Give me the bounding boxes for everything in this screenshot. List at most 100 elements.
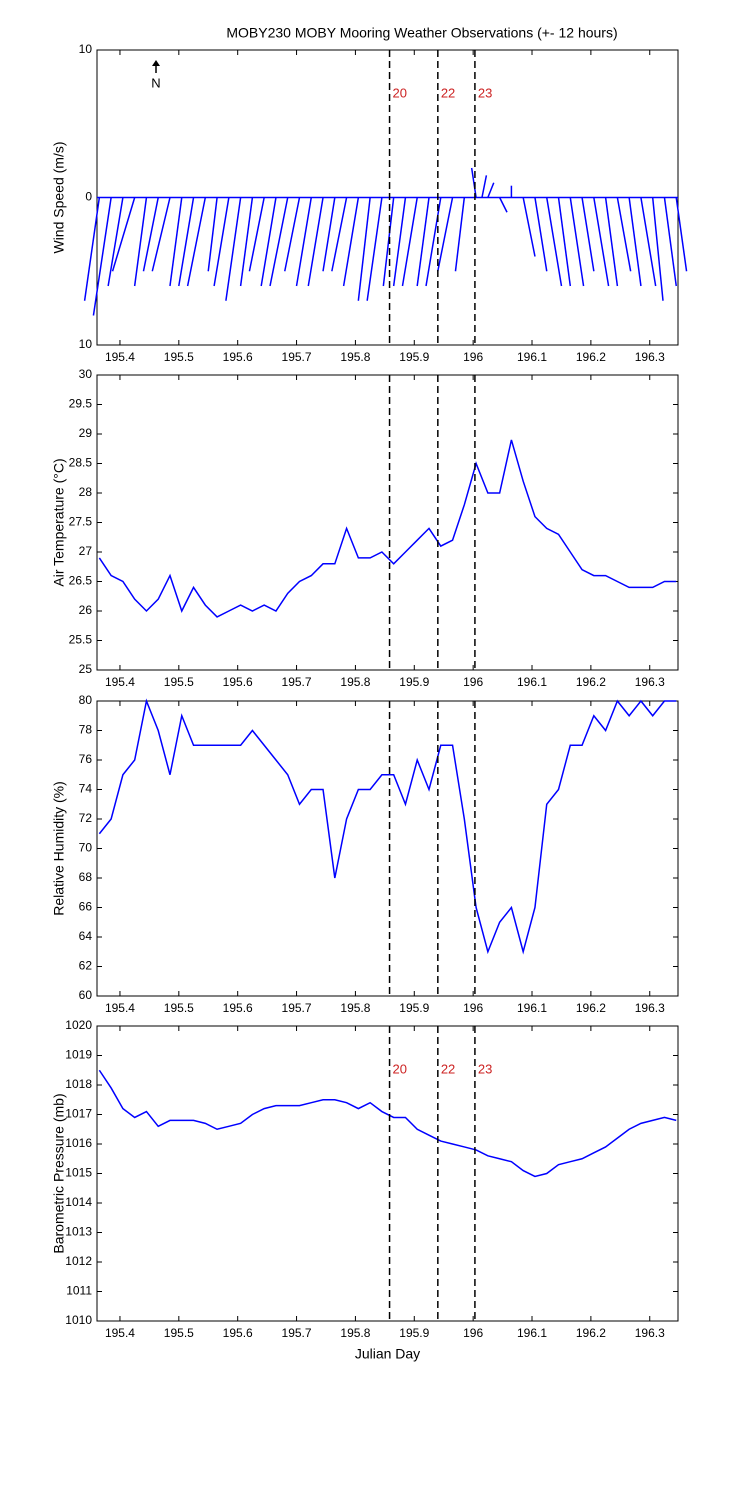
- y-axis-label: Wind Speed (m/s): [51, 141, 67, 253]
- y-tick-label: 0: [85, 190, 92, 204]
- y-tick-label: 1019: [65, 1048, 92, 1062]
- wind-stick: [581, 197, 595, 272]
- y-tick-label: 25.5: [69, 633, 93, 647]
- wind-stick: [534, 197, 548, 272]
- wind-stick: [416, 197, 430, 287]
- wind-stick: [437, 197, 454, 272]
- y-tick-label: 1020: [65, 1018, 92, 1032]
- wind-stick: [616, 197, 632, 272]
- x-tick-label: 195.4: [105, 1001, 135, 1015]
- y-tick-label: 1018: [65, 1077, 92, 1091]
- wind-stick: [186, 197, 207, 287]
- x-tick-label: 195.8: [340, 1001, 370, 1015]
- x-tick-label: 195.5: [164, 1001, 194, 1015]
- wind-stick: [213, 197, 230, 287]
- wind-stick: [239, 197, 254, 287]
- wind-stick: [569, 197, 585, 287]
- y-axis-label: Barometric Pressure (mb): [51, 1093, 67, 1253]
- wind-stick: [557, 197, 572, 287]
- x-tick-label: 196.1: [517, 1001, 547, 1015]
- wind-stick: [401, 197, 418, 287]
- y-tick-label: 27.5: [69, 515, 93, 529]
- x-tick-label: 196: [463, 350, 483, 364]
- event-label: 20: [393, 1061, 407, 1076]
- north-arrow-head: [152, 60, 160, 66]
- x-tick-label: 195.4: [105, 675, 135, 689]
- x-tick-label: 196.3: [635, 675, 665, 689]
- y-tick-label: 1012: [65, 1254, 92, 1268]
- wind-stick: [92, 197, 112, 316]
- y-tick-label: 1014: [65, 1195, 92, 1209]
- y-tick-label: 27: [79, 544, 93, 558]
- wind-stick: [322, 197, 336, 272]
- y-tick-label: 29.5: [69, 397, 93, 411]
- y-tick-label: 1015: [65, 1166, 92, 1180]
- x-tick-label: 195.4: [105, 350, 135, 364]
- event-label: 22: [441, 1061, 455, 1076]
- x-tick-label: 196.1: [517, 675, 547, 689]
- x-tick-label: 195.4: [105, 1326, 135, 1340]
- plot-frame: [96, 1025, 679, 1322]
- wind-stick: [331, 197, 348, 272]
- y-tick-label: 70: [79, 841, 93, 855]
- y-tick-label: 74: [79, 782, 93, 796]
- x-tick-label: 196.3: [635, 1326, 665, 1340]
- y-tick-label: 1010: [65, 1313, 92, 1327]
- wind-stick: [628, 197, 642, 287]
- north-label: N: [151, 75, 160, 90]
- y-tick-label: 68: [79, 870, 93, 884]
- wind-stick: [260, 197, 277, 287]
- wind-stick: [107, 197, 124, 287]
- wind-stick: [207, 197, 218, 272]
- y-tick-label: 26.5: [69, 574, 93, 588]
- wind-stick: [382, 197, 395, 287]
- wind-stick: [111, 197, 136, 272]
- x-tick-label: 195.8: [340, 1326, 370, 1340]
- x-tick-label: 195.6: [223, 350, 253, 364]
- event-label: 23: [478, 85, 492, 100]
- y-tick-label: 10: [79, 337, 93, 351]
- wind-stick: [225, 197, 242, 301]
- y-tick-label: 29: [79, 426, 93, 440]
- x-tick-label: 195.9: [399, 1326, 429, 1340]
- y-tick-label: 78: [79, 723, 93, 737]
- wind-stick: [83, 197, 101, 301]
- wind-stick: [522, 197, 536, 257]
- x-tick-label: 195.6: [223, 1326, 253, 1340]
- y-tick-label: 72: [79, 811, 93, 825]
- wind-stick: [284, 197, 301, 272]
- plot-frame: [96, 700, 679, 997]
- y-tick-label: 28.5: [69, 456, 93, 470]
- wind-stick: [248, 197, 265, 272]
- x-tick-label: 195.9: [399, 1001, 429, 1015]
- x-tick-label: 195.5: [164, 675, 194, 689]
- y-tick-label: 1013: [65, 1225, 92, 1239]
- x-axis-label: Julian Day: [355, 1346, 420, 1362]
- wind-stick: [545, 197, 563, 287]
- wind-stick: [151, 197, 171, 272]
- x-tick-label: 196.1: [517, 350, 547, 364]
- x-tick-label: 195.7: [282, 350, 312, 364]
- x-tick-label: 195.7: [282, 1001, 312, 1015]
- x-tick-label: 196.2: [576, 1001, 606, 1015]
- wind-stick: [593, 197, 610, 287]
- wind-stick: [295, 197, 313, 287]
- y-tick-label: 76: [79, 752, 93, 766]
- x-tick-label: 195.8: [340, 675, 370, 689]
- wind-stick: [307, 197, 324, 287]
- data-line: [98, 1069, 677, 1178]
- x-tick-label: 195.7: [282, 1326, 312, 1340]
- wind-stick: [640, 197, 657, 287]
- x-tick-label: 195.7: [282, 675, 312, 689]
- wind-stick: [169, 197, 183, 287]
- y-tick-label: 25: [79, 662, 93, 676]
- y-axis-label: Air Temperature (°C): [51, 458, 67, 586]
- y-tick-label: 1016: [65, 1136, 92, 1150]
- wind-stick: [392, 197, 407, 287]
- wind-stick: [366, 197, 383, 301]
- x-tick-label: 195.5: [164, 1326, 194, 1340]
- wind-stick: [178, 197, 195, 287]
- y-tick-label: 28: [79, 485, 93, 499]
- y-tick-label: 80: [79, 693, 93, 707]
